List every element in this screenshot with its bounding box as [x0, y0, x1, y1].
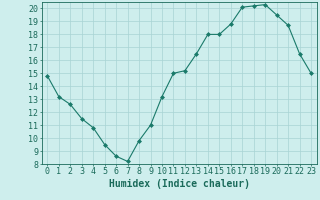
X-axis label: Humidex (Indice chaleur): Humidex (Indice chaleur) — [109, 179, 250, 189]
